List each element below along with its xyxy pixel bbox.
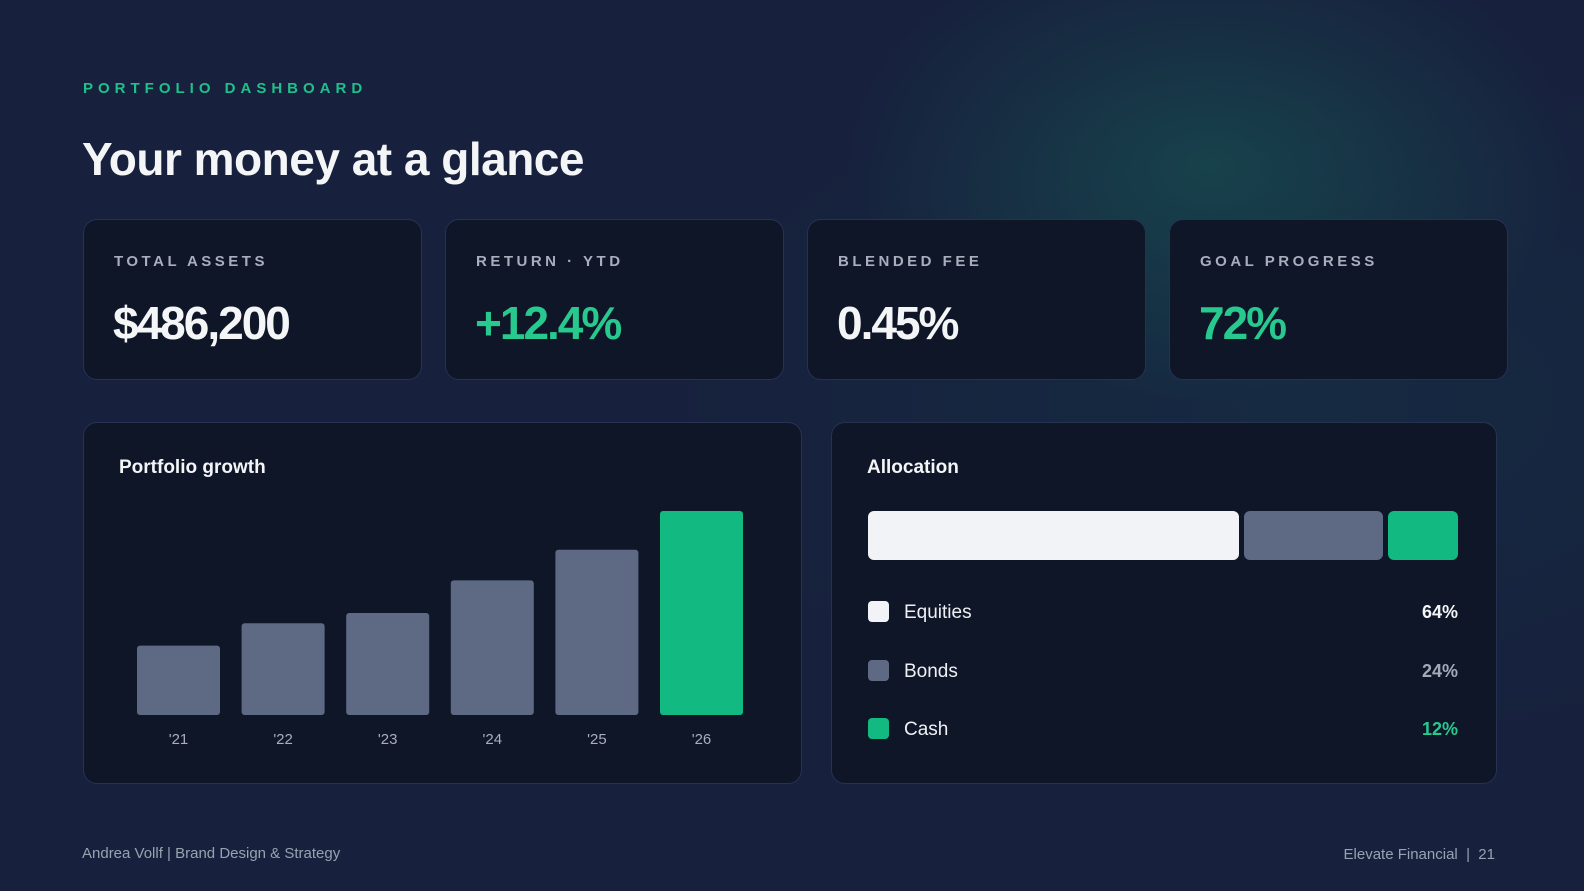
kpi-label: RETURN · YTD (476, 253, 624, 270)
legend-row-equities: Equities 64% (868, 601, 1458, 625)
kpi-card-goal-progress: GOAL PROGRESS 72% (1169, 219, 1508, 380)
kpi-label: TOTAL ASSETS (114, 253, 268, 270)
kpi-card-total-assets: TOTAL ASSETS $486,200 (83, 219, 422, 380)
kpi-value: $486,200 (113, 297, 291, 349)
growth-chart: '21 '22 '23 '24 '25 '26 (137, 511, 743, 748)
kpi-value: +12.4% (475, 297, 622, 349)
kpi-card-blended-fee: BLENDED FEE 0.45% (807, 219, 1146, 380)
allocation-segment-cash (1388, 511, 1458, 560)
legend-label: Bonds (904, 661, 958, 682)
x-tick-label: '21 (169, 731, 189, 748)
kpi-value: 72% (1199, 297, 1287, 349)
eyebrow-label: PORTFOLIO DASHBOARD (83, 80, 368, 97)
allocation-segment-bonds (1244, 511, 1384, 560)
bar-22 (241, 623, 325, 715)
x-tick-label: '23 (378, 731, 398, 748)
allocation-title: Allocation (867, 457, 959, 478)
bar-24 (450, 580, 534, 715)
allocation-panel: Allocation Equities 64% Bonds 24% Cash 1… (831, 422, 1497, 784)
kpi-label: GOAL PROGRESS (1200, 253, 1378, 270)
legend-row-bonds: Bonds 24% (868, 660, 1458, 684)
growth-panel: '21 '22 '23 '24 '25 '26 Portfolio growth (83, 422, 802, 784)
x-tick-label: '25 (587, 731, 607, 748)
legend-swatch-equities (868, 601, 889, 622)
legend-value: 12% (1421, 719, 1458, 739)
footer-page: Elevate Financial | 21 (1343, 846, 1495, 863)
footer-credit: Andrea Vollf | Brand Design & Strategy (82, 845, 341, 862)
bar-21 (137, 645, 220, 715)
x-tick-label: '22 (273, 731, 293, 748)
allocation-segment-equities (868, 511, 1240, 560)
legend-swatch-bonds (868, 660, 889, 681)
legend-swatch-cash (868, 718, 889, 739)
kpi-label: BLENDED FEE (838, 253, 983, 270)
x-tick-label: '26 (692, 731, 712, 748)
bar-25 (555, 549, 639, 715)
legend-label: Equities (904, 602, 972, 623)
bar-26 (660, 511, 743, 715)
legend-row-cash: Cash 12% (868, 718, 1458, 742)
bar-23 (346, 613, 430, 715)
growth-title: Portfolio growth (119, 457, 266, 478)
x-tick-label: '24 (483, 731, 503, 748)
legend-value: 64% (1421, 602, 1458, 622)
kpi-card-return-ytd: RETURN · YTD +12.4% (445, 219, 784, 380)
legend-value: 24% (1421, 661, 1458, 681)
page-title: Your money at a glance (82, 133, 584, 185)
kpi-value: 0.45% (837, 297, 959, 349)
legend-label: Cash (904, 719, 949, 740)
